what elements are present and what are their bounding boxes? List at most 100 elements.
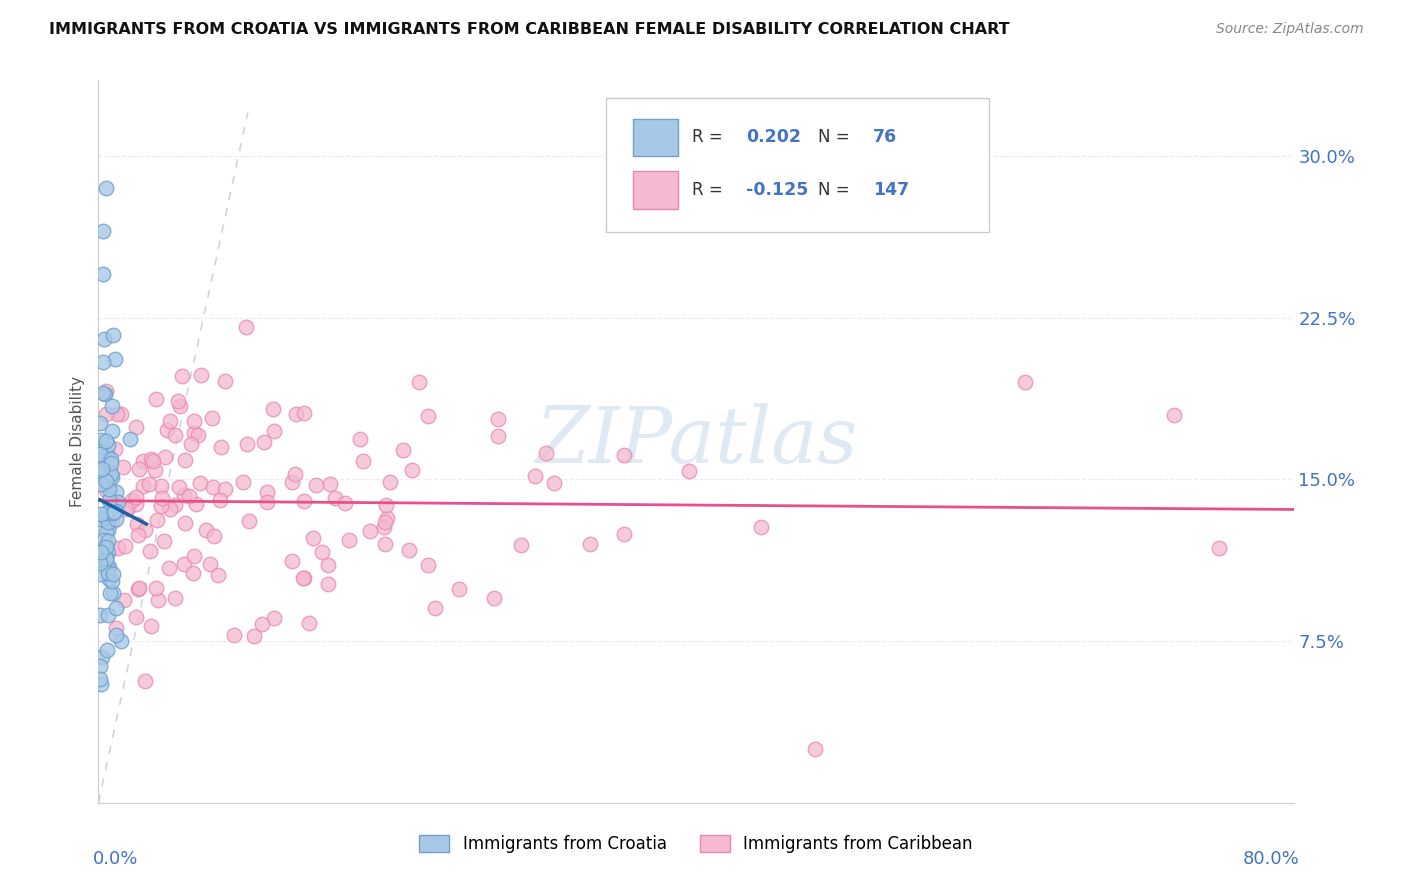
Point bbox=[188, 476, 211, 491]
Point bbox=[155, 423, 177, 437]
Point bbox=[316, 576, 339, 591]
Point bbox=[316, 558, 339, 572]
Point bbox=[105, 627, 128, 641]
Point bbox=[101, 399, 124, 413]
Point bbox=[374, 498, 396, 512]
Point bbox=[263, 424, 285, 438]
Point bbox=[222, 628, 245, 642]
Point bbox=[125, 497, 148, 511]
Point bbox=[97, 523, 120, 537]
Point bbox=[319, 477, 342, 491]
Point bbox=[97, 562, 120, 576]
Point bbox=[94, 407, 117, 421]
Point bbox=[96, 642, 118, 657]
Point bbox=[89, 607, 111, 622]
Point bbox=[93, 533, 115, 548]
Point bbox=[98, 586, 121, 600]
Point bbox=[94, 537, 117, 551]
Point bbox=[153, 450, 176, 464]
Point bbox=[253, 434, 276, 449]
Point bbox=[250, 617, 273, 632]
Point bbox=[89, 466, 111, 480]
Point bbox=[159, 561, 181, 575]
Point bbox=[201, 411, 224, 425]
Point bbox=[103, 586, 125, 600]
Point bbox=[112, 593, 135, 607]
Point bbox=[1163, 408, 1185, 422]
Text: R =: R = bbox=[692, 181, 728, 199]
Point bbox=[89, 416, 111, 430]
Point bbox=[145, 581, 167, 595]
Point bbox=[209, 440, 232, 454]
Point bbox=[292, 571, 315, 585]
Point bbox=[90, 650, 112, 665]
Text: N =: N = bbox=[818, 181, 855, 199]
Point bbox=[94, 384, 117, 398]
Point bbox=[90, 511, 112, 525]
Point bbox=[292, 406, 315, 420]
Point bbox=[89, 659, 111, 673]
Text: 76: 76 bbox=[873, 128, 897, 146]
Point bbox=[180, 436, 202, 450]
Point bbox=[127, 528, 149, 542]
Point bbox=[97, 438, 120, 452]
Point bbox=[169, 480, 191, 494]
Point bbox=[284, 467, 307, 481]
Point bbox=[104, 485, 127, 500]
Point bbox=[89, 443, 111, 458]
Point bbox=[89, 511, 111, 525]
Point bbox=[183, 425, 205, 440]
Point bbox=[524, 469, 547, 483]
Point bbox=[94, 387, 117, 401]
Point bbox=[94, 448, 117, 462]
Point bbox=[120, 432, 142, 446]
Point bbox=[486, 428, 509, 442]
Point bbox=[100, 469, 122, 483]
Point bbox=[301, 531, 323, 545]
Point bbox=[128, 462, 150, 476]
Point bbox=[98, 472, 121, 486]
Point bbox=[169, 399, 191, 413]
Point bbox=[117, 501, 139, 516]
Point bbox=[104, 601, 127, 615]
Point bbox=[94, 181, 117, 195]
Point bbox=[447, 582, 470, 596]
Point bbox=[145, 513, 167, 527]
Point bbox=[416, 409, 439, 423]
Point bbox=[91, 224, 114, 238]
Text: IMMIGRANTS FROM CROATIA VS IMMIGRANTS FROM CARIBBEAN FEMALE DISABILITY CORRELATI: IMMIGRANTS FROM CROATIA VS IMMIGRANTS FR… bbox=[49, 22, 1010, 37]
Point bbox=[256, 495, 278, 509]
Point bbox=[1014, 376, 1036, 390]
FancyBboxPatch shape bbox=[606, 98, 988, 232]
Point bbox=[159, 414, 181, 428]
Point bbox=[298, 615, 321, 630]
Point bbox=[104, 442, 127, 456]
Point bbox=[214, 482, 236, 496]
Point bbox=[138, 477, 160, 491]
Point bbox=[90, 477, 112, 491]
Point bbox=[104, 621, 127, 635]
Point bbox=[90, 677, 112, 691]
Point bbox=[94, 555, 117, 569]
Point bbox=[262, 401, 284, 416]
Point bbox=[100, 456, 122, 470]
Point bbox=[380, 475, 402, 489]
Point bbox=[121, 492, 143, 507]
Point bbox=[97, 493, 120, 508]
Point bbox=[94, 451, 117, 466]
Point bbox=[201, 480, 224, 494]
Point bbox=[94, 538, 117, 552]
Point bbox=[177, 489, 200, 503]
Point bbox=[243, 629, 266, 643]
Point bbox=[150, 499, 173, 513]
Point bbox=[134, 523, 156, 537]
Point bbox=[104, 512, 127, 526]
Point bbox=[100, 451, 122, 466]
Point bbox=[238, 514, 260, 528]
Point bbox=[423, 600, 446, 615]
Point bbox=[94, 549, 117, 564]
Point bbox=[398, 542, 420, 557]
Point bbox=[183, 566, 205, 580]
Point bbox=[190, 368, 212, 383]
Point bbox=[292, 494, 315, 508]
